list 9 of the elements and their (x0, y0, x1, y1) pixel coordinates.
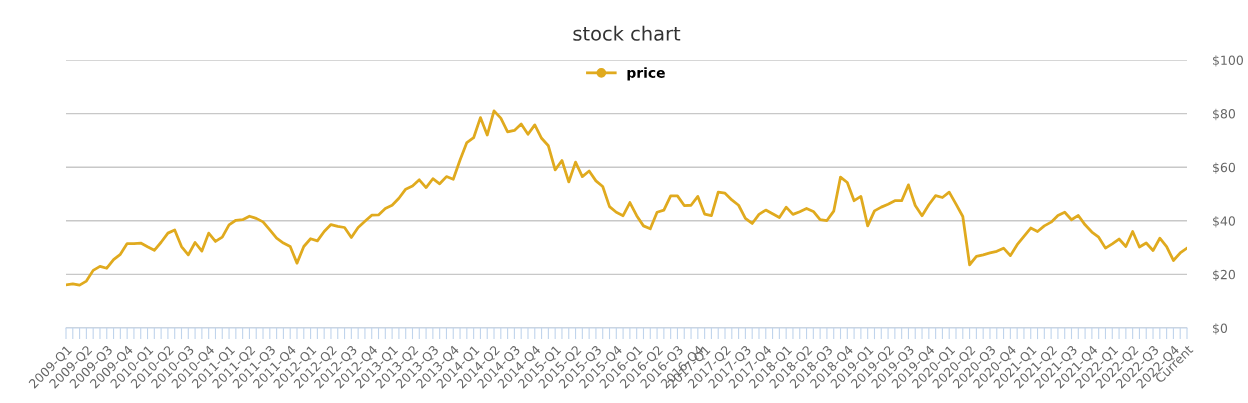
chart-title: stock chart (573, 25, 681, 41)
line-series (66, 109, 1187, 287)
y-tick-label: $80 (1213, 108, 1236, 121)
legend-label: price (627, 67, 665, 81)
y-tick-label: $0 (1213, 323, 1228, 335)
y-tick-label: $40 (1213, 216, 1236, 228)
y-tick-label: $100 (1213, 55, 1243, 67)
y-tick-label: $60 (1213, 162, 1236, 174)
y-tick-label: $20 (1213, 269, 1236, 281)
